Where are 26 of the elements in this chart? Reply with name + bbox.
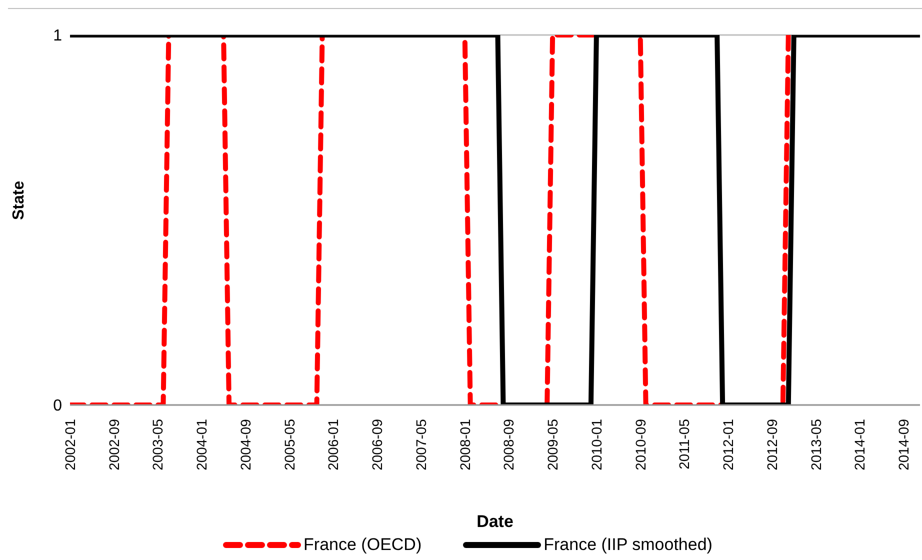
- y-axis-title: State: [10, 180, 28, 220]
- x-tick-label: 2011-05: [676, 418, 692, 470]
- x-tick-label: 2002-09: [106, 418, 122, 470]
- x-tick-label: 2004-09: [237, 418, 254, 470]
- x-tick-label: 2014-01: [852, 418, 868, 470]
- legend-label: France (IIP smoothed): [544, 535, 712, 555]
- x-tick-label: 2014-09: [896, 418, 912, 470]
- x-tick-label: 2012-01: [720, 418, 736, 470]
- x-tick-label: 2006-09: [369, 418, 386, 470]
- y-tick-label: 1: [53, 28, 62, 45]
- x-tick-label: 2003-05: [150, 418, 166, 470]
- x-axis-title: Date: [476, 512, 514, 531]
- x-tick-label: 2008-01: [456, 418, 473, 470]
- x-tick-label: 2009-05: [544, 418, 561, 470]
- x-tick-label: 2007-05: [412, 418, 429, 470]
- x-tick-label: 2012-09: [764, 418, 780, 470]
- x-tick-label: 2005-05: [281, 418, 298, 470]
- x-tick-label: 2010-01: [588, 418, 604, 470]
- x-tick-label: 2006-01: [325, 418, 342, 470]
- x-tick-label: 2002-01: [62, 418, 78, 470]
- x-tick-label: 2008-09: [500, 418, 517, 470]
- y-tick-label: 0: [53, 398, 62, 415]
- x-tick-label: 2010-09: [632, 418, 648, 470]
- x-tick-label: 2013-05: [808, 418, 824, 470]
- legend-label: France (OECD): [304, 535, 422, 555]
- x-tick-label: 2004-01: [194, 418, 210, 470]
